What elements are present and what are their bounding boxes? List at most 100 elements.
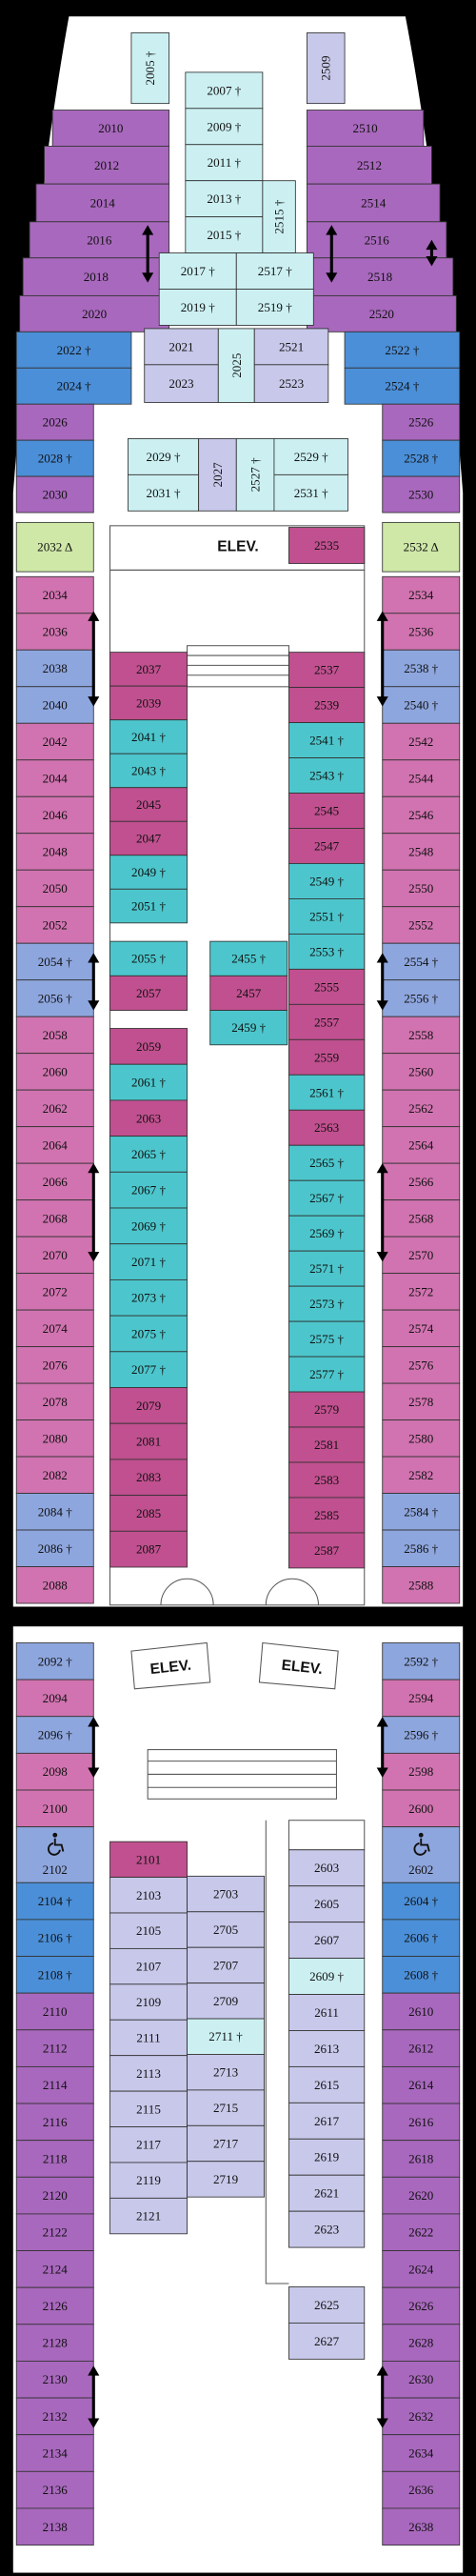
cabin-label: 2011 † (208, 155, 242, 170)
cabin-label: 2077 † (131, 1362, 166, 1377)
cabin-label: 2049 † (131, 865, 166, 879)
cabin-label: 2119 (136, 2173, 161, 2187)
cabin (382, 2140, 461, 2178)
cabin-label: 2606 † (404, 1931, 438, 1945)
cabin-label: 2121 (136, 2209, 161, 2224)
cabin (15, 1309, 94, 1348)
cabin (15, 1882, 94, 1921)
cabin (158, 289, 237, 326)
cabin (15, 759, 94, 797)
cabin-label: 2619 (314, 2150, 340, 2164)
cabin (382, 1456, 461, 1494)
cabin-label: 2110 (43, 2004, 68, 2019)
cabin-label: 2078 (43, 1395, 69, 1409)
cabin-label: 2512 (357, 158, 382, 172)
cabin-label: 2459 † (231, 1020, 266, 1035)
cabin (51, 110, 170, 147)
cabin-label: 2542 (408, 735, 433, 749)
cabin (15, 1456, 94, 1494)
cabin-label: 2534 (408, 588, 434, 602)
cabin-label: 2082 (43, 1468, 68, 1482)
cabin (15, 2286, 94, 2325)
cabin-label: 2116 (43, 2115, 68, 2129)
cabin-label: 2056 † (38, 991, 72, 1005)
cabin (109, 1243, 188, 1280)
cabin (288, 757, 366, 794)
cabin-label: 2022 † (57, 343, 91, 357)
cabin-label: 2604 † (404, 1894, 438, 1908)
cabin (187, 1946, 266, 1984)
cabin (15, 1162, 94, 1201)
cabin-label: 2086 † (38, 1541, 72, 1556)
cabin-label: 2055 † (131, 952, 166, 966)
cabin-label: 2568 (408, 1211, 434, 1225)
cabin (15, 2361, 94, 2399)
cabin-label: 2566 (408, 1175, 434, 1189)
cabin-label: 2044 (43, 771, 69, 785)
cabin-label: 2130 (43, 2372, 69, 2386)
cabin-label: 2031 † (147, 486, 181, 500)
cabin-label: 2585 (314, 1508, 340, 1522)
cabin-label: 2015 † (207, 228, 241, 242)
cabin (185, 144, 264, 182)
cabin-label: 2538 † (404, 661, 438, 675)
cabin-label: 2517 † (258, 264, 292, 278)
cabin-label: 2621 (314, 2186, 339, 2201)
cabin-label: 2012 (94, 158, 119, 172)
cabin (15, 2065, 94, 2104)
cabin-label: 2528 † (404, 452, 438, 466)
cabin-label: 2054 † (38, 955, 72, 969)
cabin-label: 2628 (408, 2336, 434, 2350)
cabin-label: 2579 (314, 1402, 340, 1417)
cabin (288, 1426, 366, 1463)
cabin (15, 1199, 94, 1238)
cabin (382, 1089, 461, 1128)
cabin (144, 328, 219, 366)
cabin (15, 833, 94, 871)
cabin-label: 2020 (82, 307, 108, 321)
cabin-label: 2070 (43, 1248, 69, 1262)
cabin (382, 1956, 461, 1994)
cabin-label: 2057 (136, 986, 162, 1000)
cabin (15, 367, 132, 405)
cabin-label: 2529 † (294, 450, 328, 464)
elevator-label: ELEV. (281, 1658, 324, 1678)
cabin-label: 2061 † (131, 1076, 166, 1090)
cabin (187, 1911, 266, 1948)
cabin-label: 2100 (43, 1801, 69, 1816)
cabin (109, 2197, 188, 2235)
cabin-label: 2081 (136, 1435, 161, 1449)
cabin-label: 2569 † (309, 1226, 344, 1240)
cabin (15, 403, 94, 441)
cabin-label: 2623 (314, 2223, 340, 2237)
cabin-label: 2114 (43, 2078, 68, 2092)
cabin-label: 2594 (408, 1691, 434, 1705)
cabin (15, 1642, 94, 1680)
wheelchair-icon (413, 1832, 430, 1856)
cabin-label: 2134 (43, 2446, 69, 2461)
cabin (15, 2434, 94, 2472)
cabin (187, 2124, 266, 2163)
cabin (19, 294, 170, 332)
cabin (15, 331, 132, 369)
cabin-label: 2043 † (131, 763, 166, 777)
cabin (109, 1841, 188, 1879)
cabin-label: 2069 † (131, 1218, 166, 1233)
cabin (109, 2126, 188, 2163)
cabin-label: 2530 (408, 488, 434, 502)
cabin (382, 2029, 461, 2067)
cabin (144, 364, 219, 403)
cabin (109, 685, 188, 721)
cabin (288, 933, 366, 970)
cabin-label: 2612 (408, 2042, 433, 2056)
cabin-label: 2109 (136, 1995, 162, 2009)
cabin (288, 1074, 366, 1111)
cabin-label: 2570 (408, 1248, 434, 1262)
cabin (109, 787, 188, 822)
cabin-label: 2041 † (131, 730, 166, 744)
cabin (288, 2174, 366, 2212)
cabin-label: 2592 † (404, 1654, 438, 1668)
cabin (185, 71, 264, 110)
cabin-label: 2046 (43, 808, 69, 822)
